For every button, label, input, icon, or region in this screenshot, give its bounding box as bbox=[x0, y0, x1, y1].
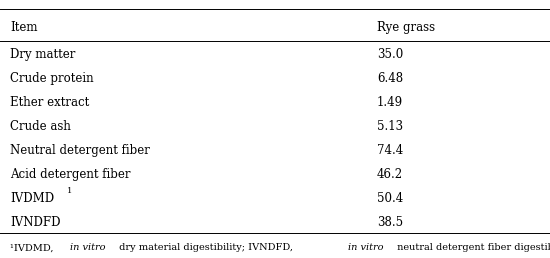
Text: in vitro: in vitro bbox=[348, 243, 384, 252]
Text: Crude protein: Crude protein bbox=[10, 72, 94, 85]
Text: 50.4: 50.4 bbox=[377, 192, 403, 205]
Text: 35.0: 35.0 bbox=[377, 48, 403, 61]
Text: neutral detergent fiber digestibility.: neutral detergent fiber digestibility. bbox=[394, 243, 550, 252]
Text: Item: Item bbox=[10, 21, 37, 34]
Text: 46.2: 46.2 bbox=[377, 168, 403, 181]
Text: Neutral detergent fiber: Neutral detergent fiber bbox=[10, 144, 150, 157]
Text: 6.48: 6.48 bbox=[377, 72, 403, 85]
Text: IVNDFD: IVNDFD bbox=[10, 216, 60, 229]
Text: Dry matter: Dry matter bbox=[10, 48, 75, 61]
Text: Ether extract: Ether extract bbox=[10, 96, 89, 109]
Text: in vitro: in vitro bbox=[70, 243, 106, 252]
Text: Crude ash: Crude ash bbox=[10, 120, 71, 133]
Text: IVDMD: IVDMD bbox=[10, 192, 54, 205]
Text: Rye grass: Rye grass bbox=[377, 21, 435, 34]
Text: dry material digestibility; IVNDFD,: dry material digestibility; IVNDFD, bbox=[116, 243, 296, 252]
Text: 5.13: 5.13 bbox=[377, 120, 403, 133]
Text: Acid detergent fiber: Acid detergent fiber bbox=[10, 168, 130, 181]
Text: ¹IVDMD,: ¹IVDMD, bbox=[10, 243, 57, 252]
Text: 1.49: 1.49 bbox=[377, 96, 403, 109]
Text: 38.5: 38.5 bbox=[377, 216, 403, 229]
Text: 1: 1 bbox=[67, 187, 72, 195]
Text: 74.4: 74.4 bbox=[377, 144, 403, 157]
